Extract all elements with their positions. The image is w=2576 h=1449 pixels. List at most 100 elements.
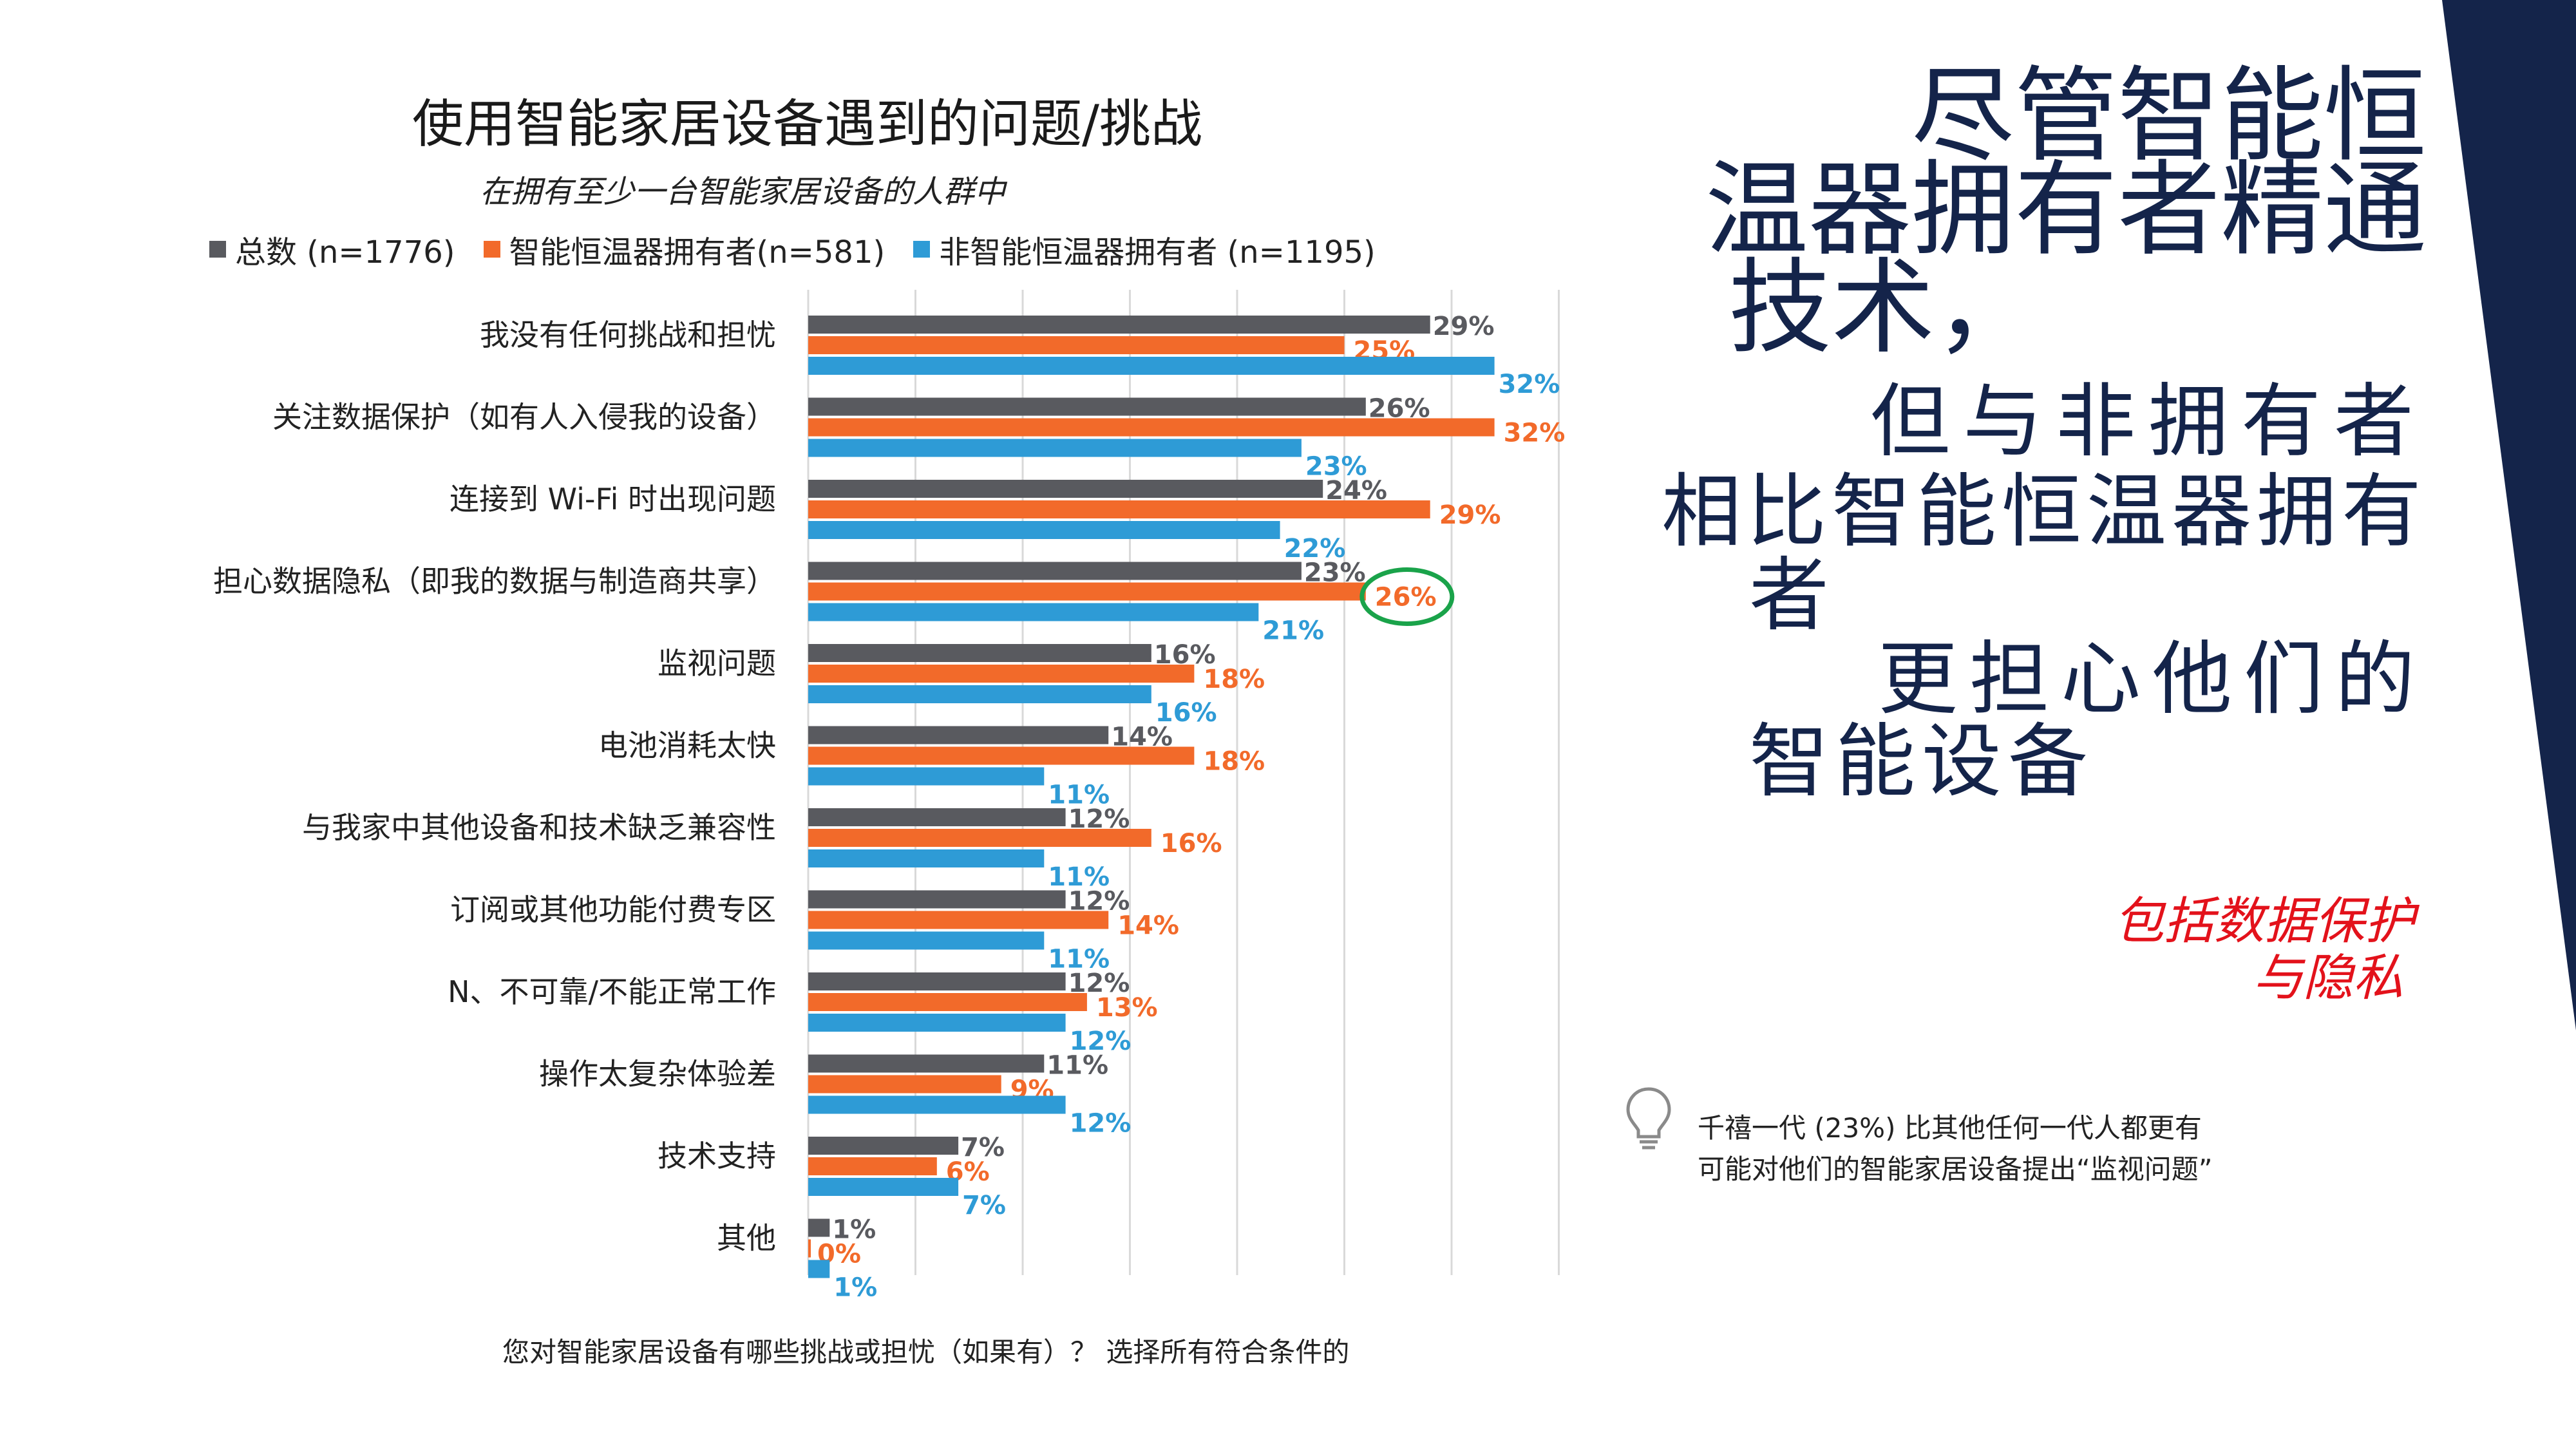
category-label: 操作太复杂体验差 bbox=[539, 1057, 776, 1092]
bar-total bbox=[808, 1218, 830, 1237]
legend-item-non-owners: 非智能恒温器拥有者 (n=1195) bbox=[913, 227, 1376, 272]
legend-label-total: 总数 (n=1776) bbox=[235, 234, 455, 270]
bar-total bbox=[808, 1054, 1045, 1073]
chart-title: 使用智能家居设备遇到的问题/挑战 bbox=[412, 94, 1202, 154]
data-label: 12% bbox=[1070, 1027, 1132, 1056]
category-label: 担心数据隐私（即我的数据与制造商共享） bbox=[213, 564, 776, 599]
bar-non-owners bbox=[808, 1260, 830, 1278]
data-label: 23% bbox=[1305, 452, 1367, 482]
bar-non-owners bbox=[808, 849, 1045, 867]
chart-legend: 总数 (n=1776) 智能恒温器拥有者(n=581) 非智能恒温器拥有者 (n… bbox=[209, 227, 1376, 272]
data-label: 16% bbox=[1160, 829, 1222, 858]
headline-line-3: 技术， bbox=[1728, 247, 2038, 368]
data-label: 32% bbox=[1499, 370, 1560, 399]
survey-question: 您对智能家居设备有哪些挑战或担忧（如果有）？ 选择所有符合条件的 bbox=[502, 1336, 1350, 1368]
category-label: 我没有任何挑战和担忧 bbox=[480, 317, 776, 352]
category-label: 连接到 Wi-Fi 时出现问题 bbox=[450, 482, 776, 516]
bar-total bbox=[808, 808, 1066, 826]
legend-label-non-owners: 非智能恒温器拥有者 (n=1195) bbox=[939, 234, 1376, 270]
headline-line-5: 相比智能恒温器拥有 bbox=[1661, 466, 2427, 558]
insight-text: 千禧一代 (23%) 比其他任何一代人都更有可能对他们的智能家居设备提出“监视问… bbox=[1698, 1112, 2213, 1185]
data-label: 14% bbox=[1117, 911, 1179, 941]
data-label: 11% bbox=[1048, 862, 1110, 892]
bar-chart: 我没有任何挑战和担忧 29%25%32%关注数据保护（如有人入侵我的设备） 26%3… bbox=[213, 290, 1566, 1303]
bar-total bbox=[808, 316, 1430, 334]
bar-total bbox=[808, 726, 1109, 744]
category-label: 其他 bbox=[717, 1221, 776, 1256]
bar-owners bbox=[808, 500, 1430, 518]
data-label: 22% bbox=[1284, 534, 1346, 564]
data-label: 11% bbox=[1046, 1051, 1108, 1081]
bar-total bbox=[808, 397, 1366, 416]
legend-label-owners: 智能恒温器拥有者(n=581) bbox=[509, 234, 886, 270]
bar-total bbox=[808, 972, 1066, 990]
headline-line-7: 更担心他们的 bbox=[1877, 633, 2427, 726]
data-label: 29% bbox=[1439, 500, 1501, 530]
bar-non-owners bbox=[808, 439, 1302, 457]
data-label: 18% bbox=[1203, 665, 1265, 694]
bar-non-owners bbox=[808, 603, 1259, 621]
data-label: 21% bbox=[1262, 616, 1324, 646]
data-label: 11% bbox=[1048, 781, 1110, 810]
highlight-circle bbox=[1359, 567, 1455, 626]
chart-subtitle: 在拥有至少一台智能家居设备的人群中 bbox=[480, 174, 1006, 210]
category-label: N、不可靠/不能正常工作 bbox=[448, 974, 776, 1009]
bar-non-owners bbox=[808, 931, 1045, 950]
legend-item-total: 总数 (n=1776) bbox=[209, 227, 455, 272]
data-label: 32% bbox=[1504, 419, 1566, 448]
note-line-1: 包括数据保护 bbox=[2113, 893, 2415, 951]
bar-owners bbox=[808, 1075, 1001, 1094]
headline-line-1: 尽管智能恒 bbox=[1911, 55, 2427, 176]
legend-swatch-non-owners bbox=[913, 241, 931, 258]
category-label: 监视问题 bbox=[658, 646, 776, 681]
category-label: 订阅或其他功能付费专区 bbox=[450, 893, 776, 927]
data-label: 1% bbox=[833, 1273, 877, 1303]
bar-owners bbox=[808, 582, 1366, 601]
bar-owners bbox=[808, 418, 1495, 437]
category-label: 技术支持 bbox=[658, 1139, 776, 1173]
chart-area: 使用智能家居设备遇到的问题/挑战 在拥有至少一台智能家居设备的人群中 总数 (n… bbox=[209, 94, 1566, 1368]
headline-line-6: 者 bbox=[1749, 549, 1830, 642]
legend-swatch-owners bbox=[483, 241, 500, 258]
headline-line-4: 但与非拥有者 bbox=[1870, 375, 2427, 468]
legend-swatch-total bbox=[209, 241, 226, 258]
data-label: 11% bbox=[1048, 945, 1110, 974]
bar-owners bbox=[808, 1239, 811, 1258]
data-label: 29% bbox=[1433, 312, 1495, 341]
bar-owners bbox=[808, 911, 1109, 929]
legend-item-owners: 智能恒温器拥有者(n=581) bbox=[483, 227, 886, 272]
bar-non-owners bbox=[808, 1178, 959, 1196]
bar-non-owners bbox=[808, 1014, 1066, 1032]
note-line-2: 与隐私 bbox=[2252, 949, 2403, 1007]
bar-total bbox=[808, 562, 1302, 580]
bar-owners bbox=[808, 746, 1195, 765]
headline-line-8: 智能设备 bbox=[1749, 715, 2095, 808]
category-label: 关注数据保护（如有人入侵我的设备） bbox=[272, 400, 776, 435]
headline-line-2: 温器拥有者精通 bbox=[1705, 149, 2427, 270]
bar-non-owners bbox=[808, 1095, 1066, 1114]
lightbulb-icon bbox=[1626, 1087, 1671, 1150]
data-label: 1% bbox=[832, 1215, 876, 1245]
data-label: 13% bbox=[1096, 993, 1158, 1023]
bar-total bbox=[808, 1137, 959, 1155]
bar-owners bbox=[808, 336, 1345, 354]
bar-total bbox=[808, 890, 1066, 909]
bar-owners bbox=[808, 1157, 937, 1175]
data-label: 26% bbox=[1375, 583, 1437, 612]
bar-owners bbox=[808, 993, 1087, 1011]
bar-non-owners bbox=[808, 685, 1151, 703]
bar-owners bbox=[808, 665, 1195, 683]
data-label: 16% bbox=[1155, 698, 1217, 728]
category-label: 与我家中其他设备和技术缺乏兼容性 bbox=[302, 810, 776, 845]
bar-non-owners bbox=[808, 357, 1495, 375]
bar-total bbox=[808, 480, 1323, 498]
data-label: 18% bbox=[1203, 747, 1265, 777]
bar-total bbox=[808, 644, 1151, 662]
data-label: 7% bbox=[962, 1191, 1006, 1220]
data-label: 7% bbox=[961, 1133, 1005, 1162]
data-label: 12% bbox=[1070, 1109, 1132, 1139]
bar-owners bbox=[808, 829, 1151, 847]
category-label: 电池消耗太快 bbox=[598, 728, 776, 763]
bar-non-owners bbox=[808, 767, 1045, 786]
